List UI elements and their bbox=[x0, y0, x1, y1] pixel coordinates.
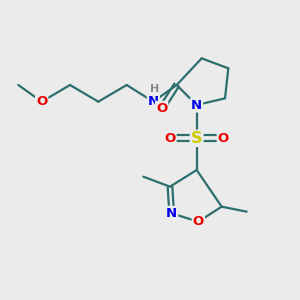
Text: O: O bbox=[218, 132, 229, 145]
Text: N: N bbox=[191, 98, 202, 112]
Text: H: H bbox=[150, 84, 160, 94]
Text: O: O bbox=[164, 132, 175, 145]
Text: N: N bbox=[148, 95, 159, 108]
Text: S: S bbox=[191, 131, 203, 146]
Text: O: O bbox=[156, 102, 167, 115]
Text: O: O bbox=[36, 95, 47, 108]
Text: O: O bbox=[193, 215, 204, 228]
Text: N: N bbox=[166, 207, 177, 220]
